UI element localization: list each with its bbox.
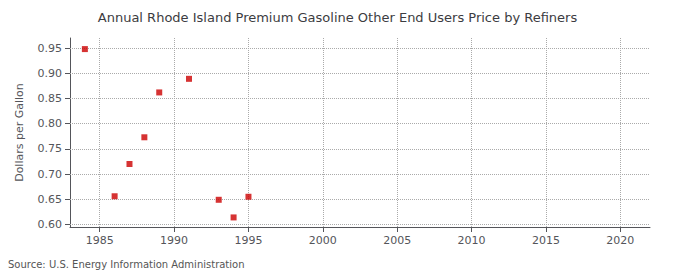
svg-text:0.75: 0.75 xyxy=(38,142,63,155)
svg-text:0.65: 0.65 xyxy=(38,193,63,206)
svg-text:2010: 2010 xyxy=(458,234,486,247)
svg-text:2005: 2005 xyxy=(383,234,411,247)
svg-text:0.80: 0.80 xyxy=(38,117,63,130)
svg-text:Annual Rhode Island Premium Ga: Annual Rhode Island Premium Gasoline Oth… xyxy=(98,10,578,25)
svg-text:1990: 1990 xyxy=(160,234,188,247)
svg-text:2015: 2015 xyxy=(532,234,560,247)
svg-text:2000: 2000 xyxy=(309,234,337,247)
svg-text:0.85: 0.85 xyxy=(38,92,63,105)
svg-text:Source: U.S. Energy Informatio: Source: U.S. Energy Information Administ… xyxy=(8,259,245,270)
svg-text:1985: 1985 xyxy=(86,234,114,247)
svg-text:0.95: 0.95 xyxy=(38,42,63,55)
svg-text:Dollars per Gallon: Dollars per Gallon xyxy=(13,83,26,182)
svg-text:2020: 2020 xyxy=(606,234,634,247)
svg-text:0.70: 0.70 xyxy=(38,168,63,181)
svg-text:0.90: 0.90 xyxy=(38,67,63,80)
svg-text:1995: 1995 xyxy=(234,234,262,247)
svg-text:0.60: 0.60 xyxy=(38,218,63,231)
